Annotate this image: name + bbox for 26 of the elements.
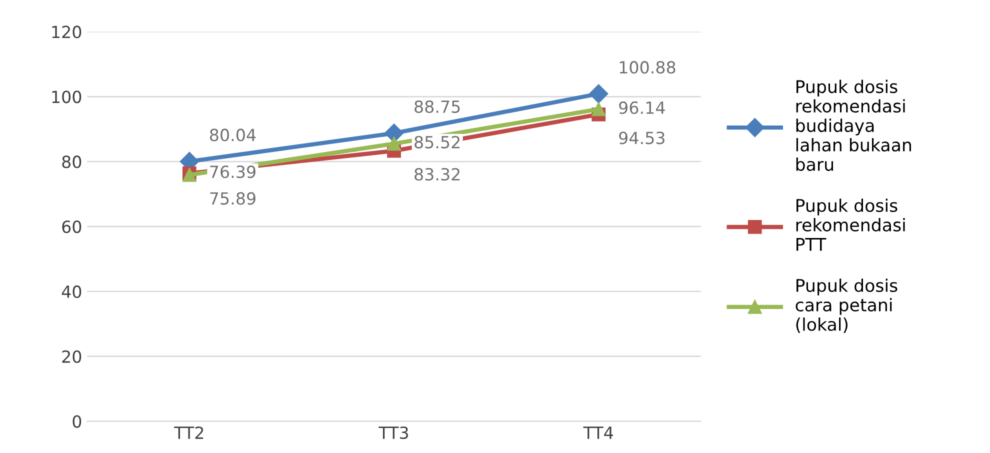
y-tick-label: 120: [52, 26, 82, 38]
data-label: 83.32: [414, 168, 460, 181]
point: [589, 84, 608, 104]
x-tick-label: TT4: [583, 426, 614, 439]
data-label: 96.14: [619, 101, 665, 114]
legend-label: Pupuk dosis cara petani (lokal): [796, 278, 898, 333]
data-label: 75.89: [210, 192, 256, 205]
data-label: 100.88: [620, 61, 676, 74]
y-tick-label: 80: [62, 156, 82, 168]
x-tick-label: TT2: [174, 426, 204, 439]
x-tick-label: TT3: [378, 426, 408, 440]
point: [384, 124, 404, 143]
data-label: 88.75: [414, 100, 460, 113]
y-tick-label: 0: [72, 415, 82, 428]
y-tick-label: 40: [62, 285, 82, 298]
point: [592, 102, 606, 116]
legend-label: Pupuk dosis rekomendasi budidaya lahan bukaan baru: [796, 80, 911, 171]
data-label: 80.04: [210, 128, 256, 142]
point: [387, 136, 401, 151]
data-label: 94.53: [619, 132, 664, 144]
y-tick-label: 20: [62, 350, 82, 363]
y-tick-label: 100: [52, 90, 82, 104]
data-label: 85.52: [414, 136, 460, 148]
y-tick-label: 60: [62, 220, 82, 234]
legend-label: Pupuk dosis rekomendasi PTT: [796, 198, 905, 251]
data-label: 76.39: [210, 166, 256, 178]
